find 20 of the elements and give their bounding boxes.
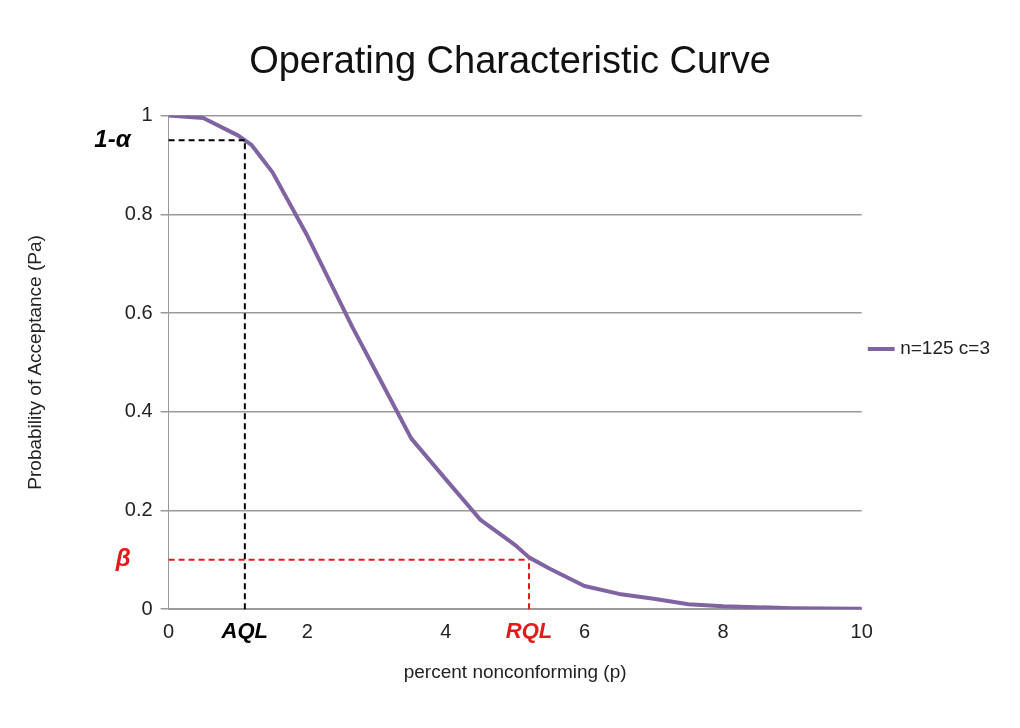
y-tick-label: 0.2 — [124, 498, 153, 520]
y-tick-label: 0.4 — [124, 399, 153, 422]
y-tick-label: 0.6 — [124, 300, 153, 323]
x-tick-label: 10 — [850, 619, 873, 642]
x-tick-label: 0 — [163, 619, 175, 642]
y-tick-label: 0.8 — [124, 201, 153, 224]
y-tick-label: 0 — [141, 596, 153, 619]
chart-title: Operating Characteristic Curve — [249, 39, 771, 82]
y-axis-title: Probability of Acceptance (Pa) — [23, 235, 45, 490]
x-tick-label: 2 — [301, 619, 313, 642]
y-tick-label: 1 — [141, 103, 153, 126]
x-tick-label: 4 — [440, 619, 452, 642]
x-tick-label: 6 — [578, 619, 591, 642]
x-tick-label: 8 — [717, 619, 729, 642]
ref-line-label: AQL — [220, 618, 269, 644]
x-axis-title: percent nonconforming (p) — [403, 660, 627, 682]
ref-line-label: RQL — [505, 618, 553, 644]
legend-label: n=125 c=3 — [900, 337, 991, 359]
ref-line-label: 1-α — [94, 124, 132, 152]
ref-line-label: β — [114, 544, 131, 572]
